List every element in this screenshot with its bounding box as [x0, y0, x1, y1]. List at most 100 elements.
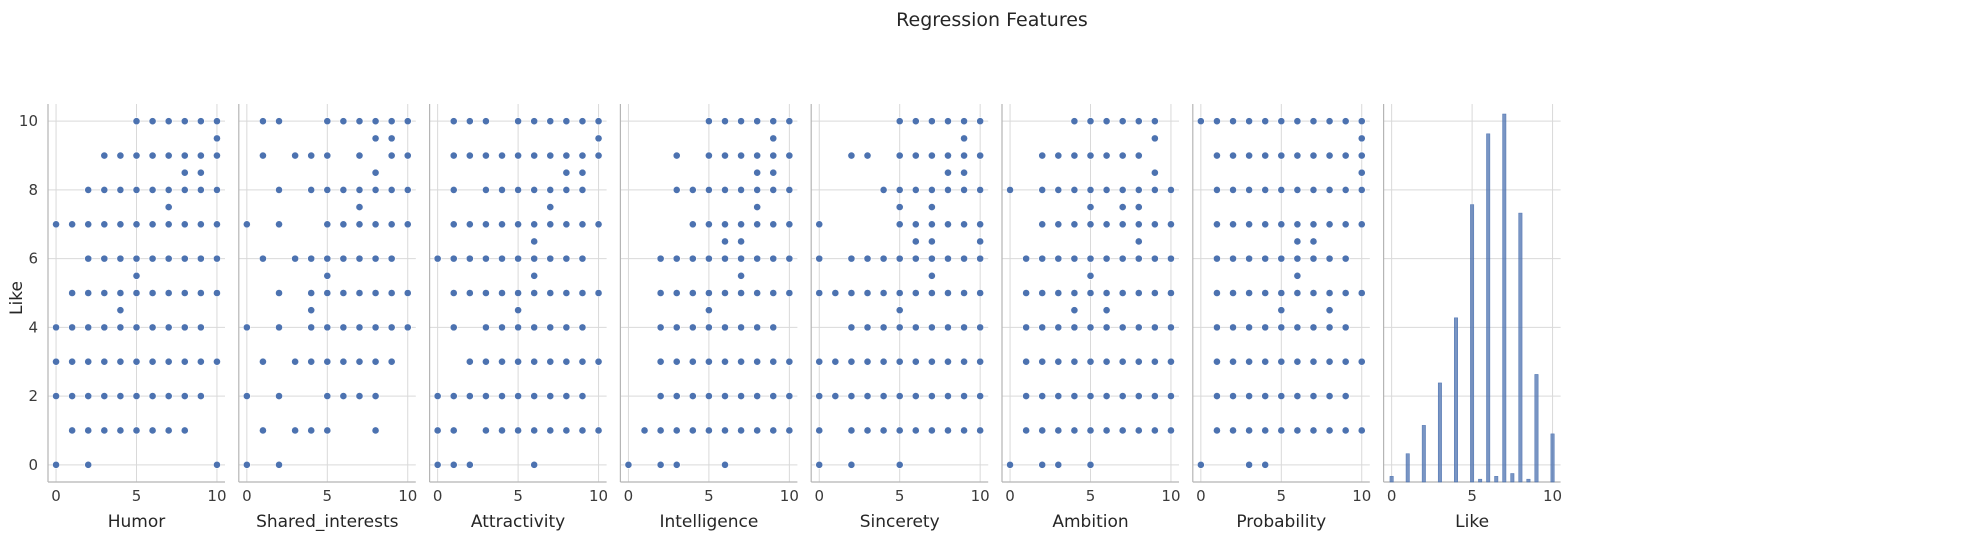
scatter-point [863, 426, 872, 435]
scatter-point [180, 186, 189, 194]
scatter-point [355, 220, 364, 229]
scatter-point [688, 254, 697, 263]
scatter-point [84, 460, 93, 469]
scatter-point [911, 151, 920, 160]
scatter-point [1293, 323, 1302, 332]
scatter-point [578, 357, 587, 366]
scatter-point [52, 460, 60, 469]
scatter-point [148, 392, 157, 400]
scatter-point [769, 289, 778, 297]
scatter-point [737, 392, 745, 400]
scatter-point [895, 306, 904, 315]
scatter-point [1118, 186, 1127, 194]
scatter-point [1167, 289, 1175, 297]
scatter-point [672, 357, 681, 366]
scatter-point [116, 392, 125, 400]
scatter-point [116, 186, 125, 194]
scatter-point [911, 323, 920, 332]
scatter-point [879, 254, 888, 263]
scatter-point [1357, 220, 1366, 229]
scatter-point [84, 220, 93, 229]
scatter-point [927, 117, 936, 126]
scatter-point [721, 186, 729, 194]
scatter-point [1325, 357, 1334, 366]
scatter-point [672, 186, 681, 194]
scatter-point [960, 186, 968, 194]
x-tick-label: 0 [814, 487, 824, 505]
scatter-point [449, 392, 458, 400]
scatter-point [815, 357, 824, 366]
scatter-point [132, 186, 141, 194]
scatter-point [148, 357, 157, 366]
scatter-point [1054, 357, 1063, 366]
scatter-point [1293, 357, 1302, 366]
scatter-point [1134, 151, 1143, 160]
scatter-point [785, 186, 794, 194]
scatter-point [705, 151, 713, 160]
scatter-point [68, 289, 77, 297]
scatter-point [482, 323, 490, 332]
scatter-point [895, 460, 904, 469]
scatter-point [1357, 151, 1366, 160]
scatter-point [737, 323, 745, 332]
scatter-point [1167, 323, 1175, 332]
scatter-point [339, 254, 348, 263]
scatter-point [1229, 392, 1237, 400]
x-tick-label: 5 [1277, 487, 1287, 505]
scatter-point [578, 168, 587, 177]
scatter-point [1357, 186, 1366, 194]
scatter-point [482, 151, 490, 160]
scatter-point [1167, 392, 1175, 400]
scatter-point [546, 220, 555, 229]
x-tick-label: 10 [589, 487, 608, 505]
scatter-point [1229, 357, 1237, 366]
scatter-point [196, 289, 205, 297]
scatter-point [1196, 117, 1205, 126]
y-tick-label: 0 [28, 456, 38, 474]
scatter-point [84, 323, 93, 332]
panel-4: 0 5 10 Intelligence [619, 104, 799, 532]
scatter-point [976, 289, 985, 297]
scatter-point [498, 220, 506, 229]
scatter-point [1054, 323, 1063, 332]
scatter-point [339, 323, 348, 332]
scatter-point [514, 186, 522, 194]
scatter-point [546, 254, 555, 263]
scatter-point [1006, 186, 1014, 194]
scatter-point [960, 357, 968, 366]
scatter-point [847, 323, 856, 332]
scatter-point [911, 117, 920, 126]
y-tick-label: 8 [28, 181, 38, 199]
scatter-point [769, 254, 778, 263]
scatter-point [1150, 254, 1159, 263]
scatter-point [1341, 186, 1350, 194]
scatter-point [52, 220, 60, 229]
scatter-point [927, 289, 936, 297]
scatter-point [753, 254, 762, 263]
scatter-point [721, 220, 729, 229]
scatter-point [960, 426, 968, 435]
scatter-point [769, 220, 778, 229]
scatter-point [1102, 306, 1111, 315]
scatter-point [546, 117, 555, 126]
x-tick-label: 5 [704, 487, 714, 505]
scatter-point [530, 151, 539, 160]
scatter-point [863, 289, 872, 297]
scatter-point [84, 357, 93, 366]
scatter-point [132, 254, 141, 263]
scatter-point [879, 289, 888, 297]
scatter-point [68, 220, 77, 229]
scatter-point [1022, 254, 1031, 263]
scatter-point [1213, 323, 1221, 332]
scatter-point [562, 151, 571, 160]
scatter-point [1134, 203, 1143, 211]
scatter-point [530, 117, 539, 126]
scatter-point [705, 117, 713, 126]
scatter-point [721, 323, 729, 332]
scatter-point [1038, 289, 1047, 297]
scatter-point [371, 134, 380, 143]
scatter-point [1070, 289, 1079, 297]
scatter-point [1309, 151, 1318, 160]
panel-5: 0 5 10 Sincerety [810, 104, 990, 532]
scatter-point [259, 426, 267, 435]
